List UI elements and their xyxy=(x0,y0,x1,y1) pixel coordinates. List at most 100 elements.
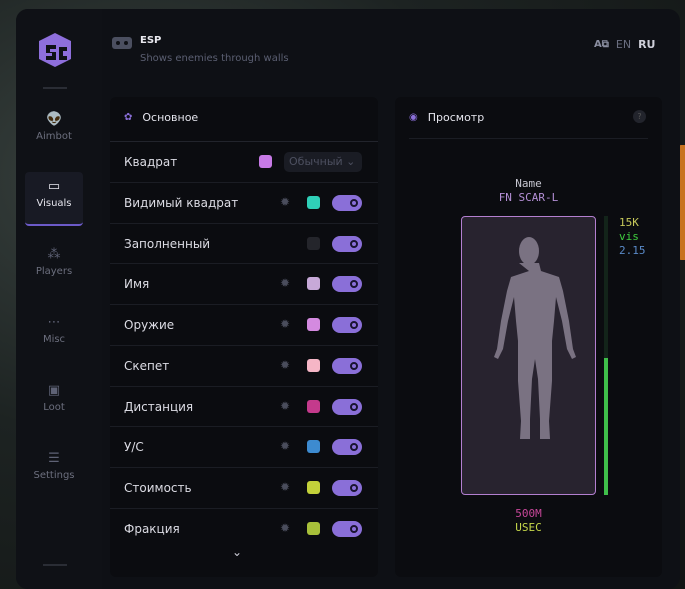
color-swatch[interactable] xyxy=(307,399,320,413)
gear-icon[interactable]: ✹ xyxy=(280,195,291,209)
color-swatch[interactable] xyxy=(307,521,320,535)
sidebar-item-visuals[interactable]: ▭ Visuals xyxy=(25,172,83,226)
chevron-down-icon: ⌄ xyxy=(346,155,356,168)
toggle-switch[interactable] xyxy=(332,479,362,496)
setting-label: Имя xyxy=(124,277,150,292)
briefcase-icon: ▣ xyxy=(47,383,61,398)
setting-row: Фракция ✹ xyxy=(110,507,378,549)
preview-weapon: FN SCAR-L xyxy=(498,191,559,204)
preview-distance: 500M xyxy=(515,507,542,520)
preview-title: Просмотр xyxy=(427,111,485,124)
color-swatch[interactable] xyxy=(307,277,320,291)
preview-visibility: vis xyxy=(619,230,639,243)
sidebar-item-label: Loot xyxy=(43,402,65,413)
toggle-switch[interactable] xyxy=(332,235,362,252)
setting-label: Фракция xyxy=(124,521,180,536)
sidebar: 👽 Aimbot ▭ Visuals ⁂ Players ⋯ Misc ▣ Loot ☰ Settin… xyxy=(16,9,102,589)
sidebar-item-aimbot[interactable]: 👽 Aimbot xyxy=(25,105,83,159)
users-icon: ⁂ xyxy=(47,247,61,262)
background-game-element xyxy=(678,145,685,260)
setting-label: Заполненный xyxy=(124,236,211,251)
setting-label: Оружие xyxy=(124,318,175,333)
toggle-switch[interactable] xyxy=(332,520,362,537)
sidebar-item-label: Visuals xyxy=(36,198,72,209)
setting-row: Скепет ✹ xyxy=(110,344,378,386)
lang-en[interactable]: EN xyxy=(615,38,632,51)
preview-box xyxy=(461,216,596,495)
setting-row: Оружие ✹ xyxy=(110,304,378,345)
color-swatch[interactable] xyxy=(259,155,272,168)
color-swatch[interactable] xyxy=(307,196,320,209)
gear-icon[interactable]: ✹ xyxy=(280,439,291,454)
translate-icon: A⧉ xyxy=(594,39,609,50)
divider xyxy=(43,564,67,566)
preview-header: ◉ Просмотр xyxy=(409,111,484,124)
setting-row-box: Квадрат Обычный ⌄ xyxy=(110,141,378,182)
box-style-select[interactable]: Обычный ⌄ xyxy=(284,152,362,172)
health-bar xyxy=(604,216,608,495)
preview-value: 15K xyxy=(619,216,639,229)
setting-row: Имя ✹ xyxy=(110,263,378,304)
ellipsis-icon: ⋯ xyxy=(47,315,61,330)
section-header: ✿ Основное xyxy=(124,111,198,124)
page-subtitle: Shows enemies through walls xyxy=(140,53,289,64)
preview-kd: 2.15 xyxy=(619,244,646,257)
setting-label: Видимый квадрат xyxy=(124,196,239,210)
help-button[interactable]: ? xyxy=(633,110,646,123)
toggle-switch[interactable] xyxy=(332,195,362,211)
preview-panel: ◉ Просмотр ? Name FN SCAR-L 15K vis 2.15 … xyxy=(395,97,662,577)
setting-label: Скепет xyxy=(124,358,170,373)
sidebar-item-settings[interactable]: ☰ Settings xyxy=(25,444,83,498)
setting-label: Стоимость xyxy=(124,480,192,495)
divider xyxy=(43,87,67,89)
setting-row: У/С ✹ xyxy=(110,426,378,467)
gear-icon: ✿ xyxy=(124,112,133,123)
lang-ru[interactable]: RU xyxy=(638,38,656,51)
sidebar-item-label: Players xyxy=(35,266,73,277)
color-swatch[interactable] xyxy=(307,440,320,454)
gear-icon[interactable]: ✹ xyxy=(280,479,291,494)
setting-label: Дистанция xyxy=(124,399,194,414)
color-swatch[interactable] xyxy=(307,318,320,332)
main-settings-panel: ✿ Основное Квадрат Обычный ⌄ Видимый квад… xyxy=(110,97,378,577)
scroll-down-chevron-icon[interactable]: ⌄ xyxy=(232,545,243,559)
section-title: Основное xyxy=(142,111,199,124)
toggle-switch[interactable] xyxy=(332,317,362,334)
setting-row: Дистанция ✹ xyxy=(110,385,378,427)
health-bar-fill xyxy=(604,358,608,495)
sidebar-item-label: Misc xyxy=(42,334,66,345)
preview-faction: USEC xyxy=(515,521,542,534)
sidebar-item-loot[interactable]: ▣ Loot xyxy=(25,376,83,430)
alien-icon: 👽 xyxy=(46,112,63,127)
sidebar-item-label: Settings xyxy=(33,470,75,481)
list-icon: ☰ xyxy=(48,451,60,466)
eye-icon: ◉ xyxy=(409,112,418,123)
gear-icon[interactable]: ✹ xyxy=(280,520,291,535)
language-switcher: A⧉ EN RU xyxy=(594,38,655,51)
gear-icon[interactable]: ✹ xyxy=(280,276,291,291)
toggle-switch[interactable] xyxy=(332,357,362,374)
gear-icon[interactable]: ✹ xyxy=(280,398,291,413)
sidebar-item-players[interactable]: ⁂ Players xyxy=(25,240,83,294)
color-swatch[interactable] xyxy=(307,358,320,372)
color-swatch[interactable] xyxy=(307,480,320,494)
sidebar-item-label: Aimbot xyxy=(36,131,72,142)
setting-label: У/С xyxy=(124,440,144,455)
cheat-menu-window: 👽 Aimbot ▭ Visuals ⁂ Players ⋯ Misc ▣ Loot ☰ Settin… xyxy=(16,9,680,589)
setting-row: Заполненный xyxy=(110,222,378,264)
toggle-switch[interactable] xyxy=(332,398,362,415)
divider xyxy=(409,138,648,139)
select-value: Обычный xyxy=(289,155,343,168)
toggle-switch[interactable] xyxy=(332,439,362,456)
gear-icon[interactable]: ✹ xyxy=(280,357,291,372)
preview-name: Name xyxy=(515,177,542,190)
color-swatch[interactable] xyxy=(307,236,320,250)
logo-icon xyxy=(39,33,71,67)
page-title: ESP xyxy=(140,35,162,46)
setting-label: Квадрат xyxy=(124,155,178,169)
vr-headset-icon: ▭ xyxy=(47,179,61,194)
sidebar-item-misc[interactable]: ⋯ Misc xyxy=(25,308,83,362)
setting-row: Видимый квадрат ✹ xyxy=(110,182,378,223)
toggle-switch[interactable] xyxy=(332,276,362,293)
gear-icon[interactable]: ✹ xyxy=(280,317,291,332)
